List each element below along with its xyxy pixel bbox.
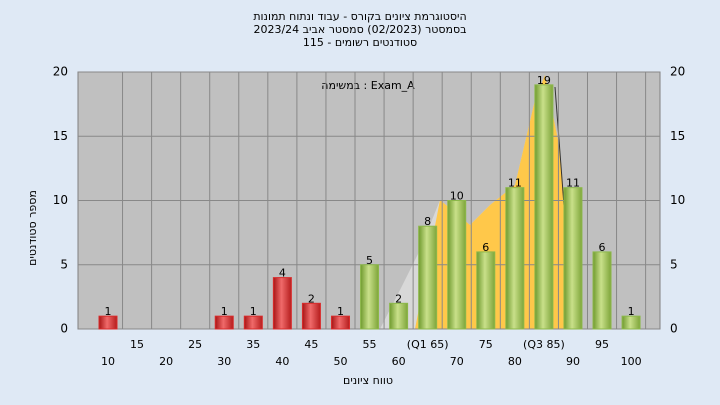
y2-tick-label: 5 [670, 257, 678, 271]
y-tick-label: 15 [53, 129, 68, 143]
bar [243, 315, 263, 330]
x-tick-label: 90 [566, 355, 580, 368]
value-label: 4 [279, 267, 286, 280]
value-label: 1 [628, 305, 635, 318]
x-tick-label: 15 [130, 338, 144, 351]
bar [534, 84, 554, 330]
y2-tick-label: 20 [670, 65, 685, 79]
x-tick-label: 75 [479, 338, 493, 351]
x-tick-label: 55 [363, 338, 377, 351]
value-label: 1 [105, 305, 112, 318]
x-tick-label: 95 [595, 338, 609, 351]
title-line: בסמסטר (02/2023) סמסטר אביב 2023/24 [253, 23, 466, 36]
x-tick-label: 25 [188, 338, 202, 351]
value-label: 10 [450, 190, 464, 203]
x-tick-label: 30 [217, 355, 231, 368]
x-tick-label: (Q3 85) [523, 338, 565, 351]
value-label: 6 [599, 241, 606, 254]
value-label: 11 [508, 177, 522, 190]
y2-tick-label: 0 [670, 322, 678, 336]
bar [621, 315, 641, 330]
bar [476, 251, 496, 330]
bar [330, 315, 350, 330]
bar [592, 251, 612, 330]
bar [360, 264, 380, 330]
x-tick-label: 40 [275, 355, 289, 368]
y-tick-label: 5 [60, 257, 68, 271]
x-tick-label: 60 [392, 355, 406, 368]
bar [272, 277, 292, 330]
x-tick-label: (Q1 65) [407, 338, 449, 351]
value-label: 5 [366, 254, 373, 267]
title-line: היסטוגרמת ציונים בקורס - עבוד ונתוח תמונ… [253, 10, 466, 23]
y2-tick-label: 10 [670, 193, 685, 207]
y-tick-label: 10 [53, 193, 68, 207]
x-tick-label: 100 [621, 355, 642, 368]
bar [418, 225, 438, 330]
x-tick-label: 20 [159, 355, 173, 368]
x-axis-label: טווח ציונים [343, 374, 393, 387]
value-label: 8 [424, 215, 431, 228]
x-tick-label: 35 [246, 338, 260, 351]
y2-tick-label: 15 [670, 129, 685, 143]
bar [505, 187, 525, 330]
value-label: 6 [482, 241, 489, 254]
value-label: 2 [308, 292, 315, 305]
x-tick-label: 45 [304, 338, 318, 351]
x-tick-label: 70 [450, 355, 464, 368]
bar [389, 302, 409, 330]
x-tick-label: 50 [333, 355, 347, 368]
bar [563, 187, 583, 330]
y-axis-label: מספר סטודנטים [26, 190, 39, 266]
x-tick-label: 10 [101, 355, 115, 368]
y-tick-label: 0 [60, 322, 68, 336]
bar [301, 302, 321, 330]
value-label: 1 [221, 305, 228, 318]
value-label: 11 [566, 177, 580, 190]
value-label: 1 [250, 305, 257, 318]
value-label: 2 [395, 292, 402, 305]
value-label: 1 [337, 305, 344, 318]
bar [214, 315, 234, 330]
bar [98, 315, 118, 330]
annotation: במשימה : Exam_A [321, 79, 415, 92]
value-label: 19 [537, 74, 551, 87]
x-tick-label: 80 [508, 355, 522, 368]
y-tick-label: 20 [53, 65, 68, 79]
title-line: סטודנטים רשומים - 115 [303, 36, 417, 49]
bar [447, 200, 467, 330]
